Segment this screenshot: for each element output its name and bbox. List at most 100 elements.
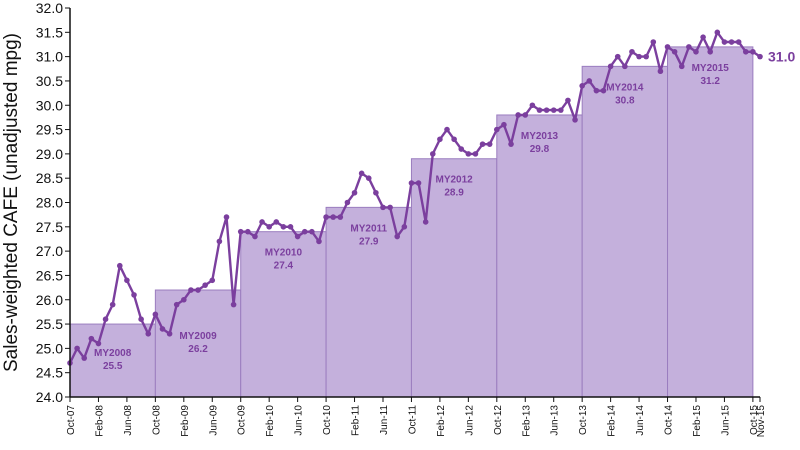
monthly-point [558, 107, 564, 113]
monthly-point [742, 48, 749, 55]
monthly-point [572, 117, 578, 123]
model-year-name: MY2011 [350, 223, 387, 234]
monthly-point [159, 326, 166, 332]
monthly-point [124, 277, 130, 284]
x-tick-label: Oct-08 [151, 405, 162, 435]
monthly-point [678, 63, 685, 70]
monthly-point [245, 228, 251, 235]
monthly-point [330, 214, 336, 220]
monthly-point [181, 296, 187, 303]
monthly-point [494, 126, 500, 133]
model-year-labels: MY2008 25.5 MY2009 26.2 MY2010 27.4 MY2011 27.9… [94, 63, 729, 372]
model-year-name: MY2008 [94, 348, 132, 359]
monthly-point [543, 107, 550, 113]
monthly-points [67, 29, 763, 366]
x-tick-label: Oct-10 [322, 405, 333, 435]
monthly-point [600, 87, 607, 94]
monthly-point [394, 233, 401, 240]
x-tick-label: Jun-15 [720, 405, 731, 436]
x-tick-label: Feb-08 [94, 405, 105, 437]
model-year-name: MY2014 [606, 82, 644, 93]
y-tick-label: 26.0 [36, 292, 63, 308]
monthly-point [593, 87, 600, 94]
y-tick-label: 27.5 [36, 219, 63, 235]
monthly-point [629, 48, 635, 55]
y-tick-label: 32.0 [36, 0, 63, 16]
monthly-point [95, 340, 102, 347]
y-tick-label: 28.0 [36, 195, 63, 211]
monthly-point [259, 219, 265, 225]
model-year-value: 26.2 [188, 344, 208, 355]
monthly-point [422, 219, 429, 225]
monthly-point [380, 204, 386, 211]
monthly-point [337, 214, 344, 220]
monthly-point [700, 34, 706, 40]
monthly-point [152, 311, 159, 318]
monthly-point [273, 219, 280, 225]
monthly-point [622, 63, 628, 70]
monthly-point [465, 151, 472, 157]
x-tick-label: Feb-11 [351, 405, 362, 436]
monthly-point [401, 224, 408, 230]
y-tick-label: 30.5 [36, 73, 63, 89]
x-tick-label: Feb-10 [265, 405, 276, 437]
x-tick-label: Jun-09 [208, 405, 219, 436]
model-year-value: 28.9 [444, 188, 464, 199]
model-year-value: 30.8 [615, 95, 635, 106]
monthly-point [294, 233, 301, 240]
monthly-point [437, 136, 443, 143]
monthly-point [458, 146, 465, 152]
monthly-point [195, 287, 201, 293]
monthly-point [209, 277, 216, 284]
model-year-bar [240, 231, 327, 398]
monthly-point [444, 126, 450, 133]
monthly-point [479, 141, 486, 147]
monthly-point [173, 301, 180, 308]
monthly-point [429, 151, 436, 157]
monthly-point [415, 180, 422, 186]
monthly-point [109, 301, 116, 308]
monthly-point [131, 292, 137, 298]
x-tick-label: Oct-13 [578, 405, 589, 435]
y-tick-label: 29.0 [36, 146, 63, 162]
monthly-point [536, 107, 543, 113]
monthly-point [202, 282, 208, 288]
y-tick-label: 27.0 [36, 243, 63, 259]
x-tick-label: Oct-11 [407, 405, 418, 435]
monthly-point [657, 68, 664, 75]
monthly-point [81, 355, 88, 361]
x-tick-label: Feb-09 [180, 405, 191, 437]
x-tick-label: Jun-08 [123, 405, 134, 436]
monthly-point [586, 78, 593, 84]
monthly-point [323, 214, 329, 220]
x-tick-label: Oct-15 [749, 405, 760, 435]
monthly-point [664, 44, 671, 50]
monthly-point [579, 83, 585, 89]
model-year-value: 31.2 [700, 76, 720, 87]
monthly-point [145, 330, 152, 337]
y-tick-label: 26.5 [36, 267, 63, 283]
monthly-point [387, 204, 393, 211]
y-tick-label: 24.0 [36, 389, 63, 405]
model-year-bar [667, 46, 754, 398]
monthly-point [486, 141, 493, 147]
monthly-point [735, 39, 742, 45]
monthly-point [230, 301, 237, 308]
monthly-point [301, 228, 308, 235]
model-year-value: 27.9 [359, 236, 379, 247]
y-tick-label: 25.0 [36, 340, 63, 356]
monthly-point [750, 48, 756, 55]
monthly-point [451, 136, 457, 143]
y-tick-label: 31.0 [36, 49, 63, 65]
model-year-bar [496, 114, 583, 398]
x-tick-label: Oct-07 [66, 405, 77, 435]
monthly-point [693, 48, 699, 55]
monthly-point [614, 53, 621, 60]
monthly-point [757, 53, 763, 60]
x-tick-label: Oct-09 [237, 405, 248, 435]
monthly-point [166, 330, 173, 337]
model-year-name: MY2012 [435, 175, 473, 186]
monthly-point [287, 224, 294, 230]
monthly-point [643, 53, 649, 60]
